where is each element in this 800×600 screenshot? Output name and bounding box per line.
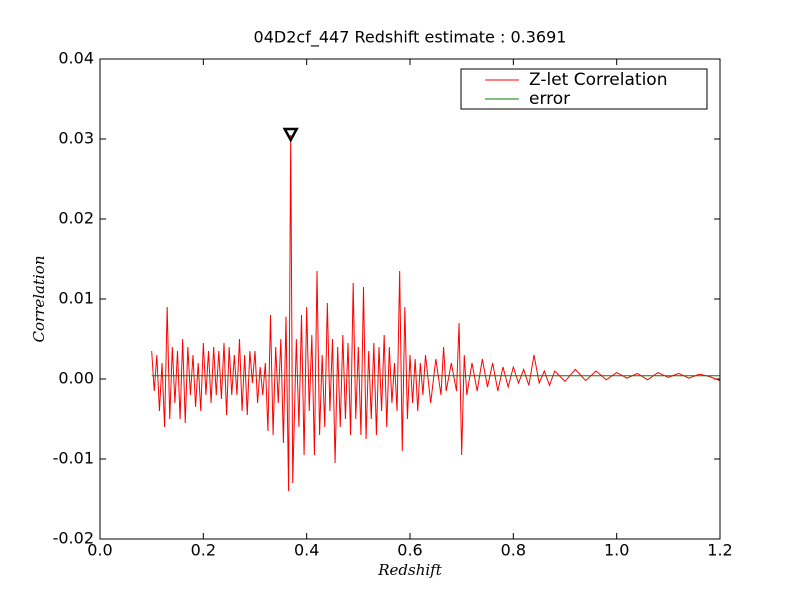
plot-frame [99, 58, 721, 540]
y-tick-label: 0.03 [58, 129, 94, 148]
x-tick-label: 0.8 [501, 541, 526, 560]
x-tick-label: 0.6 [397, 541, 422, 560]
y-tick-label: 0.01 [58, 289, 94, 308]
legend-box [460, 68, 708, 110]
y-tick-label: 0.04 [58, 49, 94, 68]
x-tick-label: 1.2 [707, 541, 732, 560]
x-tick-label: 0.0 [87, 541, 112, 560]
x-tick-label: 0.2 [191, 541, 216, 560]
series-line [151, 134, 721, 492]
y-tick-label: -0.01 [53, 449, 94, 468]
y-tick-label: -0.02 [53, 529, 94, 548]
y-tick-label: 0.02 [58, 209, 94, 228]
chart-title: 04D2cf_447 Redshift estimate : 0.3691 [254, 28, 567, 48]
x-tick-label: 0.4 [294, 541, 319, 560]
peak-marker [282, 127, 299, 143]
y-axis-label: Correlation [30, 256, 48, 343]
y-tick-label: 0.00 [58, 369, 94, 388]
x-tick-label: 1.0 [604, 541, 629, 560]
legend-label: Z-let Correlation [529, 70, 667, 90]
x-axis-label: Redshift [377, 561, 442, 579]
legend-label: error [529, 89, 570, 109]
